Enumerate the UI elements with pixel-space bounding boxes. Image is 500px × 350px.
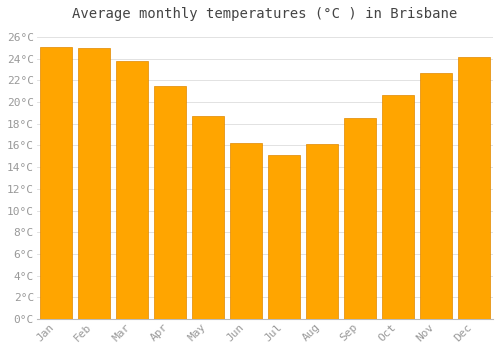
Bar — [420, 73, 452, 319]
Title: Average monthly temperatures (°C ) in Brisbane: Average monthly temperatures (°C ) in Br… — [72, 7, 458, 21]
Bar — [458, 57, 490, 319]
Bar — [382, 94, 414, 319]
Bar — [116, 61, 148, 319]
Bar — [306, 145, 338, 319]
Bar — [40, 47, 72, 319]
Bar — [268, 155, 300, 319]
Bar — [230, 143, 262, 319]
Bar — [344, 118, 376, 319]
Bar — [192, 116, 224, 319]
Bar — [78, 48, 110, 319]
Bar — [154, 86, 186, 319]
